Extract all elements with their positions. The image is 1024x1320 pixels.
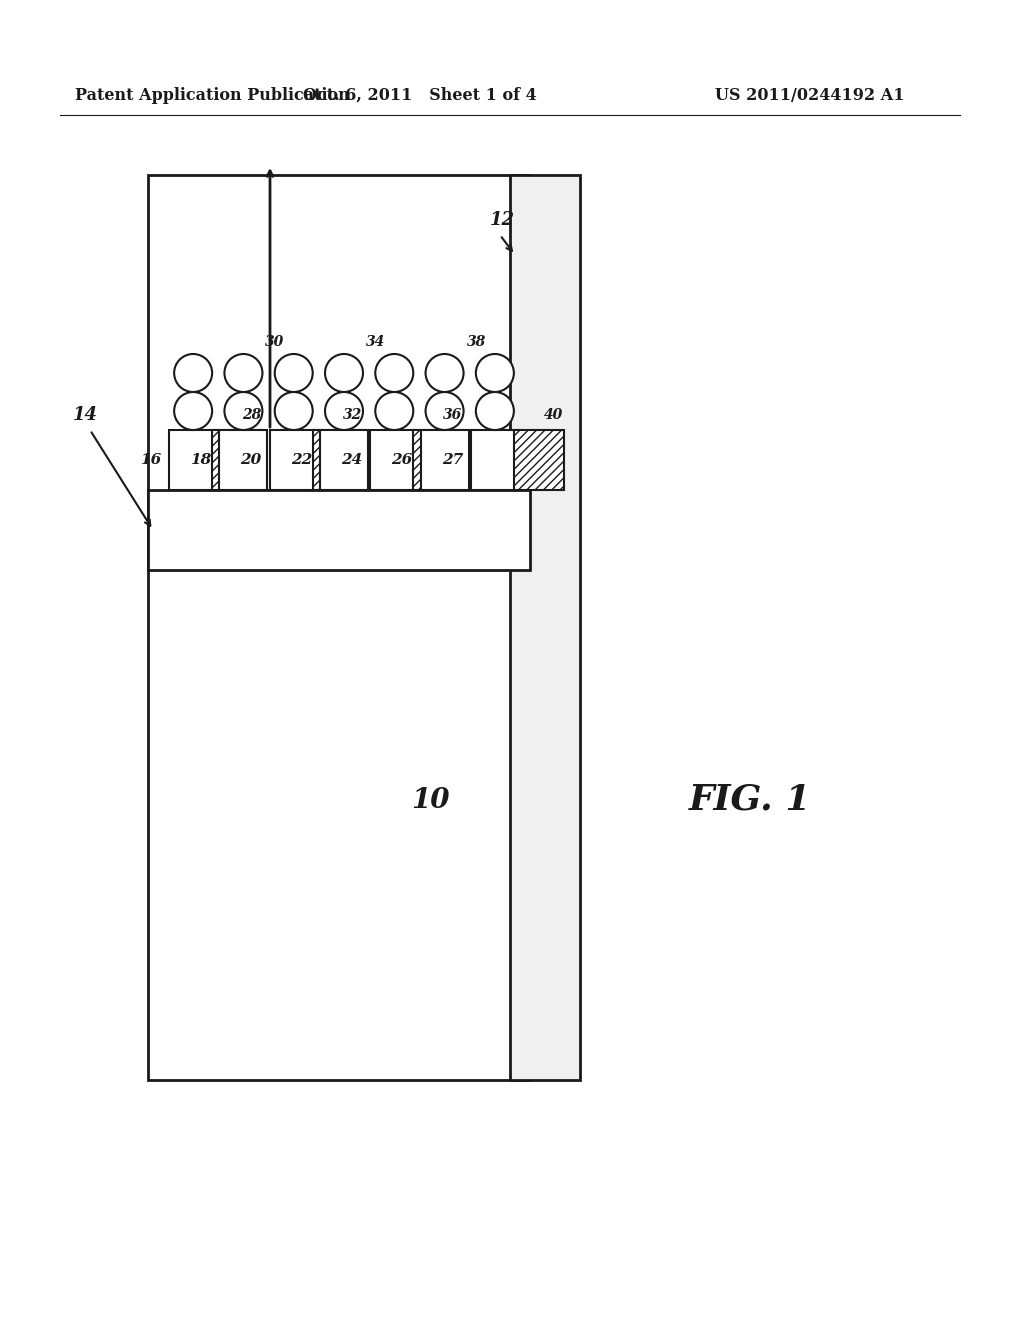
- Text: 26: 26: [391, 453, 413, 467]
- Circle shape: [174, 354, 212, 392]
- Bar: [514, 430, 564, 490]
- Circle shape: [476, 392, 514, 430]
- Circle shape: [325, 392, 362, 430]
- Text: 24: 24: [341, 453, 362, 467]
- Circle shape: [476, 354, 514, 392]
- Text: 34: 34: [366, 335, 385, 348]
- Circle shape: [426, 392, 464, 430]
- Bar: [312, 430, 362, 490]
- Text: 12: 12: [490, 211, 515, 228]
- Circle shape: [426, 354, 464, 392]
- Bar: [148, 176, 530, 1080]
- Bar: [219, 430, 267, 490]
- Circle shape: [274, 392, 312, 430]
- Text: 38: 38: [467, 335, 485, 348]
- Circle shape: [375, 392, 414, 430]
- Text: 22: 22: [291, 453, 312, 467]
- Text: Oct. 6, 2011   Sheet 1 of 4: Oct. 6, 2011 Sheet 1 of 4: [303, 87, 537, 103]
- Bar: [169, 430, 217, 490]
- Text: 32: 32: [343, 408, 361, 422]
- Circle shape: [274, 354, 312, 392]
- Bar: [471, 430, 519, 490]
- Circle shape: [224, 392, 262, 430]
- Bar: [421, 430, 469, 490]
- Circle shape: [174, 392, 212, 430]
- Text: 36: 36: [443, 408, 463, 422]
- Bar: [371, 430, 418, 490]
- Circle shape: [224, 354, 262, 392]
- Text: 20: 20: [241, 453, 262, 467]
- Text: Patent Application Publication: Patent Application Publication: [75, 87, 350, 103]
- Bar: [269, 430, 317, 490]
- Text: 40: 40: [544, 408, 563, 422]
- Bar: [321, 430, 368, 490]
- Circle shape: [375, 354, 414, 392]
- Bar: [148, 490, 530, 570]
- Text: 30: 30: [265, 335, 285, 348]
- Circle shape: [325, 354, 362, 392]
- Text: 16: 16: [140, 453, 161, 467]
- Text: US 2011/0244192 A1: US 2011/0244192 A1: [715, 87, 905, 103]
- Text: 10: 10: [411, 787, 450, 813]
- Text: 27: 27: [441, 453, 463, 467]
- Text: FIG. 1: FIG. 1: [689, 783, 811, 817]
- Bar: [510, 176, 580, 1080]
- Bar: [414, 430, 463, 490]
- Bar: [212, 430, 262, 490]
- Text: 18: 18: [190, 453, 211, 467]
- Text: 28: 28: [242, 408, 261, 422]
- Text: 14: 14: [73, 407, 97, 424]
